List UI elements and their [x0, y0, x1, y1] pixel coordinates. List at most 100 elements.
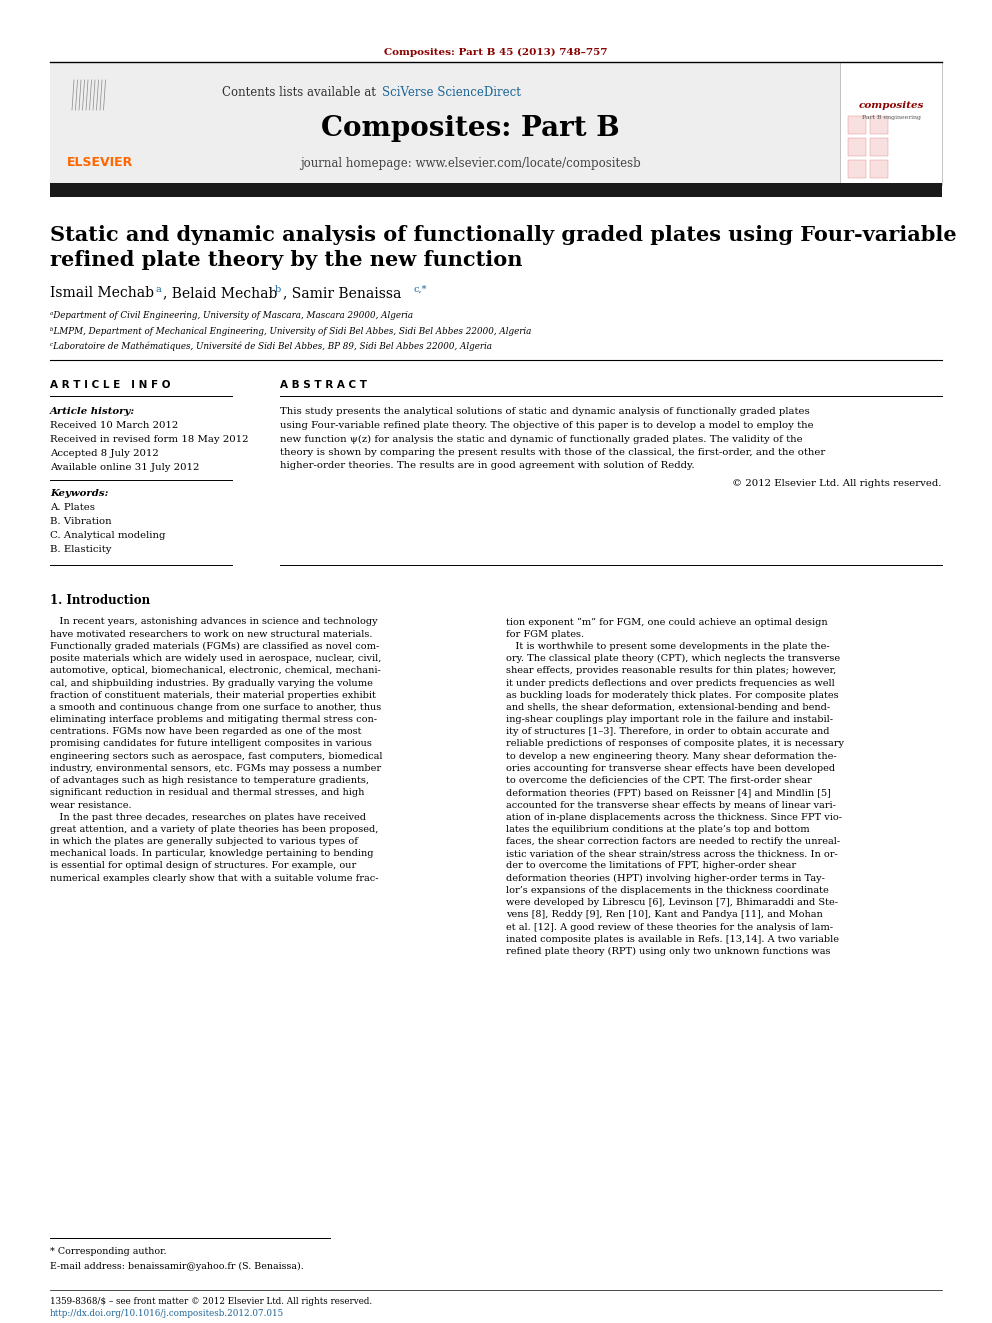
- Text: ᶜLaboratoire de Mathématiques, Université de Sidi Bel Abbes, BP 89, Sidi Bel Abb: ᶜLaboratoire de Mathématiques, Universit…: [50, 341, 492, 351]
- Text: A B S T R A C T: A B S T R A C T: [280, 380, 367, 390]
- Text: Contents lists available at: Contents lists available at: [222, 86, 380, 99]
- Text: Received in revised form 18 May 2012: Received in revised form 18 May 2012: [50, 435, 249, 445]
- Text: using Four-variable refined plate theory. The objective of this paper is to deve: using Four-variable refined plate theory…: [280, 421, 813, 430]
- Bar: [840, 62, 942, 185]
- Text: SciVerse ScienceDirect: SciVerse ScienceDirect: [382, 86, 521, 99]
- Text: istic variation of the shear strain/stress across the thickness. In or-: istic variation of the shear strain/stre…: [506, 849, 838, 859]
- Text: inated composite plates is available in Refs. [13,14]. A two variable: inated composite plates is available in …: [506, 935, 839, 943]
- Text: significant reduction in residual and thermal stresses, and high: significant reduction in residual and th…: [50, 789, 364, 798]
- Bar: [848, 138, 866, 156]
- Text: higher-order theories. The results are in good agreement with solution of Reddy.: higher-order theories. The results are i…: [280, 462, 694, 471]
- Bar: [870, 160, 888, 179]
- Text: It is worthwhile to present some developments in the plate the-: It is worthwhile to present some develop…: [506, 642, 829, 651]
- Text: in which the plates are generally subjected to various types of: in which the plates are generally subjec…: [50, 837, 358, 847]
- Text: ation of in-plane displacements across the thickness. Since FPT vio-: ation of in-plane displacements across t…: [506, 812, 842, 822]
- Text: composites: composites: [858, 101, 924, 110]
- Text: deformation theories (FPT) based on Reissner [4] and Mindlin [5]: deformation theories (FPT) based on Reis…: [506, 789, 831, 798]
- Text: of advantages such as high resistance to temperature gradients,: of advantages such as high resistance to…: [50, 777, 369, 785]
- Text: vens [8], Reddy [9], Ren [10], Kant and Pandya [11], and Mohan: vens [8], Reddy [9], Ren [10], Kant and …: [506, 910, 822, 919]
- Text: lates the equilibrium conditions at the plate’s top and bottom: lates the equilibrium conditions at the …: [506, 826, 809, 833]
- Text: refined plate theory (RPT) using only two unknown functions was: refined plate theory (RPT) using only tw…: [506, 947, 830, 957]
- Text: great attention, and a variety of plate theories has been proposed,: great attention, and a variety of plate …: [50, 826, 378, 833]
- Text: et al. [12]. A good review of these theories for the analysis of lam-: et al. [12]. A good review of these theo…: [506, 922, 833, 931]
- Text: Ismail Mechab: Ismail Mechab: [50, 286, 154, 300]
- Text: tion exponent “m” for FGM, one could achieve an optimal design: tion exponent “m” for FGM, one could ach…: [506, 618, 827, 627]
- Text: posite materials which are widely used in aerospace, nuclear, civil,: posite materials which are widely used i…: [50, 654, 381, 663]
- Text: automotive, optical, biomechanical, electronic, chemical, mechani-: automotive, optical, biomechanical, elec…: [50, 667, 381, 675]
- Text: der to overcome the limitations of FPT, higher-order shear: der to overcome the limitations of FPT, …: [506, 861, 797, 871]
- Text: Available online 31 July 2012: Available online 31 July 2012: [50, 463, 199, 472]
- Text: numerical examples clearly show that with a suitable volume frac-: numerical examples clearly show that wit…: [50, 873, 379, 882]
- Text: deformation theories (HPT) involving higher-order terms in Tay-: deformation theories (HPT) involving hig…: [506, 873, 825, 882]
- Text: Part B engineering: Part B engineering: [861, 115, 921, 120]
- Text: Composites: Part B 45 (2013) 748–757: Composites: Part B 45 (2013) 748–757: [384, 48, 608, 57]
- Text: mechanical loads. In particular, knowledge pertaining to bending: mechanical loads. In particular, knowled…: [50, 849, 374, 859]
- Text: 1. Introduction: 1. Introduction: [50, 594, 150, 606]
- Text: A. Plates: A. Plates: [50, 504, 95, 512]
- Bar: [50, 62, 942, 185]
- Text: ᵃDepartment of Civil Engineering, University of Mascara, Mascara 29000, Algeria: ᵃDepartment of Civil Engineering, Univer…: [50, 311, 413, 320]
- Text: to overcome the deficiencies of the CPT. The first-order shear: to overcome the deficiencies of the CPT.…: [506, 777, 811, 785]
- Text: industry, environmental sensors, etc. FGMs may possess a number: industry, environmental sensors, etc. FG…: [50, 763, 381, 773]
- Bar: [848, 160, 866, 179]
- Text: C. Analytical modeling: C. Analytical modeling: [50, 532, 166, 541]
- Text: centrations. FGMs now have been regarded as one of the most: centrations. FGMs now have been regarded…: [50, 728, 361, 737]
- Text: ity of structures [1–3]. Therefore, in order to obtain accurate and: ity of structures [1–3]. Therefore, in o…: [506, 728, 829, 737]
- Text: ory. The classical plate theory (CPT), which neglects the transverse: ory. The classical plate theory (CPT), w…: [506, 654, 840, 663]
- Text: ing-shear couplings play important role in the failure and instabil-: ing-shear couplings play important role …: [506, 716, 833, 724]
- Text: cal, and shipbuilding industries. By gradually varying the volume: cal, and shipbuilding industries. By gra…: [50, 679, 373, 688]
- Text: were developed by Librescu [6], Levinson [7], Bhimaraddi and Ste-: were developed by Librescu [6], Levinson…: [506, 898, 838, 908]
- Text: ᵇLMPM, Department of Mechanical Engineering, University of Sidi Bel Abbes, Sidi : ᵇLMPM, Department of Mechanical Engineer…: [50, 327, 532, 336]
- Text: c,*: c,*: [413, 284, 427, 294]
- Text: , Belaid Mechab: , Belaid Mechab: [163, 286, 278, 300]
- Text: * Corresponding author.: * Corresponding author.: [50, 1248, 167, 1257]
- Text: lor’s expansions of the displacements in the thickness coordinate: lor’s expansions of the displacements in…: [506, 886, 828, 894]
- Text: © 2012 Elsevier Ltd. All rights reserved.: © 2012 Elsevier Ltd. All rights reserved…: [732, 479, 942, 488]
- Text: Composites: Part B: Composites: Part B: [320, 115, 619, 142]
- Text: promising candidates for future intelligent composites in various: promising candidates for future intellig…: [50, 740, 372, 749]
- Text: shear effects, provides reasonable results for thin plates; however,: shear effects, provides reasonable resul…: [506, 667, 836, 675]
- Text: and shells, the shear deformation, extensional-bending and bend-: and shells, the shear deformation, exten…: [506, 703, 830, 712]
- Text: This study presents the analytical solutions of static and dynamic analysis of f: This study presents the analytical solut…: [280, 407, 809, 417]
- Text: is essential for optimal design of structures. For example, our: is essential for optimal design of struc…: [50, 861, 356, 871]
- Text: B. Vibration: B. Vibration: [50, 517, 112, 527]
- Text: B. Elasticity: B. Elasticity: [50, 545, 111, 554]
- Text: In the past three decades, researches on plates have received: In the past three decades, researches on…: [50, 812, 366, 822]
- Text: eliminating interface problems and mitigating thermal stress con-: eliminating interface problems and mitig…: [50, 716, 377, 724]
- Text: http://dx.doi.org/10.1016/j.compositesb.2012.07.015: http://dx.doi.org/10.1016/j.compositesb.…: [50, 1310, 284, 1319]
- Text: wear resistance.: wear resistance.: [50, 800, 132, 810]
- Text: accounted for the transverse shear effects by means of linear vari-: accounted for the transverse shear effec…: [506, 800, 836, 810]
- Text: 1359-8368/$ – see front matter © 2012 Elsevier Ltd. All rights reserved.: 1359-8368/$ – see front matter © 2012 El…: [50, 1298, 372, 1307]
- Text: fraction of constituent materials, their material properties exhibit: fraction of constituent materials, their…: [50, 691, 376, 700]
- Bar: [50, 183, 942, 197]
- Text: Functionally graded materials (FGMs) are classified as novel com-: Functionally graded materials (FGMs) are…: [50, 642, 379, 651]
- Text: ories accounting for transverse shear effects have been developed: ories accounting for transverse shear ef…: [506, 763, 835, 773]
- Bar: [870, 116, 888, 134]
- Text: a smooth and continuous change from one surface to another, thus: a smooth and continuous change from one …: [50, 703, 381, 712]
- Text: ELSEVIER: ELSEVIER: [66, 156, 133, 169]
- Text: E-mail address: benaissamir@yahoo.fr (S. Benaissa).: E-mail address: benaissamir@yahoo.fr (S.…: [50, 1261, 304, 1270]
- Text: b: b: [275, 284, 282, 294]
- Text: Accepted 8 July 2012: Accepted 8 July 2012: [50, 450, 159, 459]
- Text: to develop a new engineering theory. Many shear deformation the-: to develop a new engineering theory. Man…: [506, 751, 836, 761]
- Text: A R T I C L E   I N F O: A R T I C L E I N F O: [50, 380, 171, 390]
- Text: reliable predictions of responses of composite plates, it is necessary: reliable predictions of responses of com…: [506, 740, 844, 749]
- Text: have motivated researchers to work on new structural materials.: have motivated researchers to work on ne…: [50, 630, 373, 639]
- Text: new function ψ(z) for analysis the static and dynamic of functionally graded pla: new function ψ(z) for analysis the stati…: [280, 434, 803, 443]
- Text: journal homepage: www.elsevier.com/locate/compositesb: journal homepage: www.elsevier.com/locat…: [300, 156, 641, 169]
- Text: Keywords:: Keywords:: [50, 490, 108, 499]
- Text: it under predicts deflections and over predicts frequencies as well: it under predicts deflections and over p…: [506, 679, 834, 688]
- Text: theory is shown by comparing the present results with those of the classical, th: theory is shown by comparing the present…: [280, 448, 825, 456]
- Text: In recent years, astonishing advances in science and technology: In recent years, astonishing advances in…: [50, 618, 378, 627]
- Text: faces, the shear correction factors are needed to rectify the unreal-: faces, the shear correction factors are …: [506, 837, 840, 847]
- Bar: [870, 138, 888, 156]
- Text: a: a: [155, 284, 161, 294]
- Text: refined plate theory by the new function: refined plate theory by the new function: [50, 250, 523, 270]
- Text: Received 10 March 2012: Received 10 March 2012: [50, 422, 179, 430]
- Text: Static and dynamic analysis of functionally graded plates using Four-variable: Static and dynamic analysis of functiona…: [50, 225, 956, 245]
- Bar: [848, 116, 866, 134]
- Text: engineering sectors such as aerospace, fast computers, biomedical: engineering sectors such as aerospace, f…: [50, 751, 383, 761]
- Text: as buckling loads for moderately thick plates. For composite plates: as buckling loads for moderately thick p…: [506, 691, 838, 700]
- Text: Article history:: Article history:: [50, 407, 135, 417]
- Text: for FGM plates.: for FGM plates.: [506, 630, 584, 639]
